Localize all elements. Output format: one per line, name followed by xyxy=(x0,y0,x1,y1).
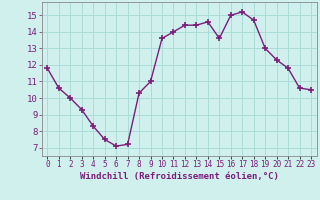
X-axis label: Windchill (Refroidissement éolien,°C): Windchill (Refroidissement éolien,°C) xyxy=(80,172,279,181)
